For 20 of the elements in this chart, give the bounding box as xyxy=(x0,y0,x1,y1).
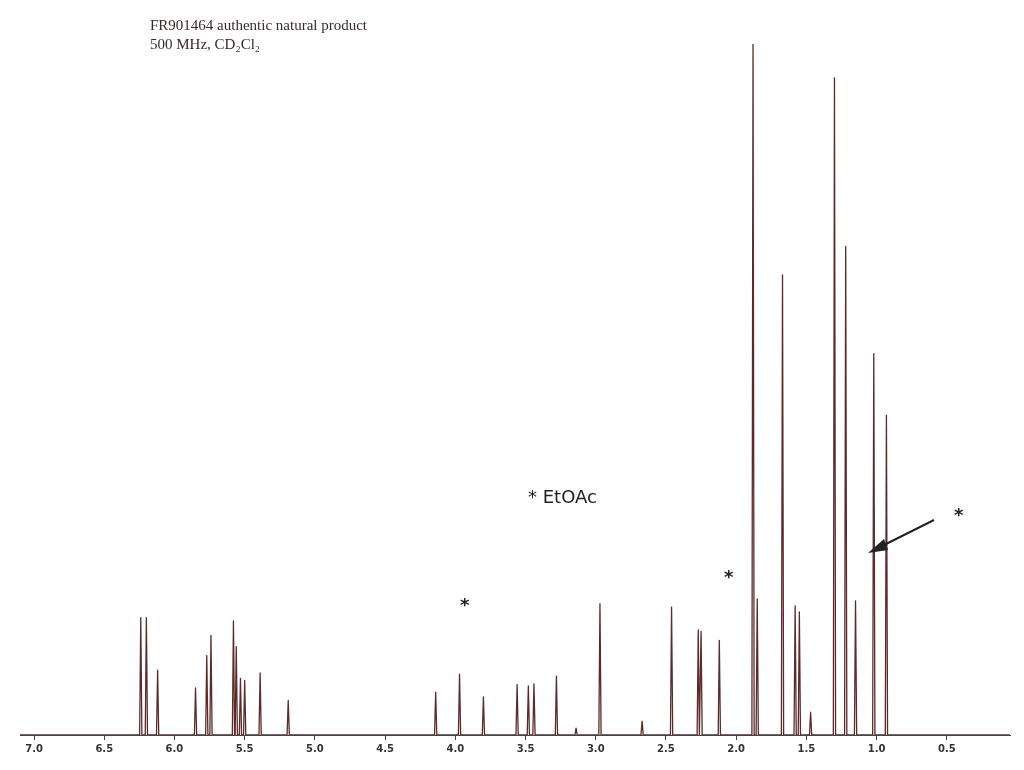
chart-title: FR901464 authentic natural product xyxy=(150,16,368,35)
x-tick-label: 5.5 xyxy=(235,742,254,754)
x-tick-label: 6.5 xyxy=(95,742,114,754)
x-tick-label: 7.0 xyxy=(25,742,43,754)
x-tick-label: 4.0 xyxy=(446,742,465,754)
x-tick-label: 1.0 xyxy=(867,742,886,754)
annotation: * EtOAc xyxy=(528,486,597,507)
x-tick-label: 3.5 xyxy=(516,742,535,754)
x-tick-label: 4.5 xyxy=(376,742,394,754)
x-tick-label: 6.0 xyxy=(165,742,184,754)
annotation: * xyxy=(724,566,734,587)
x-tick-label: 2.5 xyxy=(657,742,675,754)
x-tick-label: 3.0 xyxy=(586,742,605,754)
annotation: * xyxy=(460,594,470,615)
x-tick-label: 2.0 xyxy=(727,742,746,754)
x-tick-label: 5.0 xyxy=(306,742,324,754)
annotation: * xyxy=(954,504,964,525)
x-tick-label: 1.5 xyxy=(797,742,816,754)
chart-subtitle: 500 MHz, CD₂Cl₂ xyxy=(150,35,262,54)
x-tick-label: 0.5 xyxy=(937,742,956,754)
